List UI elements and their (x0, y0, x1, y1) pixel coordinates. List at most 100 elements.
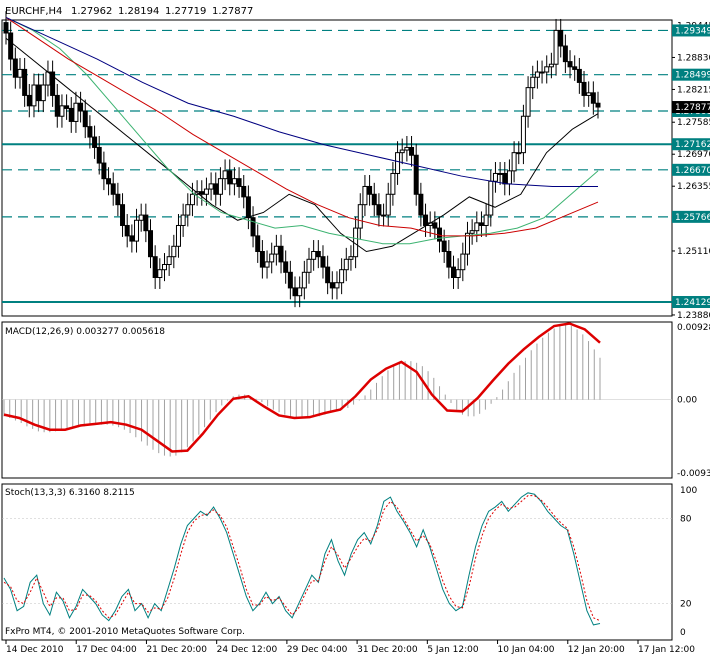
time-axis-label: 31 Dec 20:00 (357, 645, 418, 655)
stochastic-axis-label: 80 (680, 514, 692, 524)
candle-body (78, 102, 84, 112)
price-axis-label: 1.26970 (677, 150, 710, 160)
candle-body (236, 178, 242, 187)
candle-body (488, 180, 494, 216)
candle-body (497, 172, 503, 175)
candle-body (320, 256, 326, 268)
candle-body (381, 214, 387, 217)
candle-body (120, 204, 126, 226)
candle-body (180, 214, 186, 226)
candle-body (525, 87, 531, 117)
level-price-label: 1.26670 (675, 166, 710, 176)
candle-body (68, 107, 74, 122)
candle-body (446, 250, 452, 268)
candle-body (311, 250, 317, 260)
stochastic-axis-label: 100 (680, 486, 697, 496)
candle-body (241, 185, 247, 198)
level-price-tag (672, 296, 710, 309)
candle-body (395, 152, 401, 174)
candle-body (129, 235, 135, 242)
candle-body (101, 162, 107, 180)
candle-body (530, 76, 536, 89)
level-price-tag (672, 210, 710, 223)
open-value: 1.27962 (71, 6, 112, 17)
time-axis-label: 17 Jan 12:00 (638, 645, 695, 655)
time-axis-label: 17 Dec 04:00 (76, 645, 137, 655)
candle-body (339, 269, 345, 284)
current-price-label: 1.27877 (675, 103, 710, 113)
candle-body (26, 94, 32, 107)
candle-body (269, 253, 275, 263)
level-price-tag (672, 163, 710, 176)
time-axis-label: 24 Dec 12:00 (217, 645, 278, 655)
candle-body (586, 92, 592, 96)
stochastic-main-line (3, 492, 601, 626)
candle-body (134, 219, 140, 242)
price-axis-label: 1.26355 (677, 182, 710, 192)
candle-body (576, 68, 582, 83)
candle-body (432, 222, 438, 229)
candle-body (544, 66, 550, 73)
candle-body (87, 126, 93, 138)
candle-body (511, 152, 517, 172)
candle-body (469, 230, 475, 234)
candle-body (3, 22, 9, 34)
candle-body (152, 256, 158, 279)
macd-axis-label: 0.00 (677, 396, 697, 406)
candle-body (199, 191, 205, 195)
candle-body (572, 66, 578, 70)
symbol-title: EURCHF,H4 (5, 6, 62, 17)
candle-body (157, 269, 163, 279)
candle-body (222, 170, 228, 180)
candle-body (213, 183, 219, 195)
price-panel[interactable] (2, 11, 672, 308)
level-price-label: 1.28499 (675, 71, 710, 81)
candle-body (143, 214, 149, 232)
time-axis-label: 14 Dec 2010 (6, 645, 64, 655)
candle-body (148, 230, 154, 258)
candle-body (371, 193, 377, 206)
price-axis-label: 1.28830 (677, 53, 710, 63)
candle-body (334, 282, 340, 289)
candle-body (189, 193, 195, 206)
stochastic-axis-label: 20 (680, 600, 692, 610)
level-price-tag (672, 68, 710, 81)
candle-body (548, 63, 554, 68)
candle-body (409, 146, 415, 156)
macd-panel[interactable] (2, 322, 672, 457)
candle-body (217, 178, 223, 195)
candle-body (287, 271, 293, 289)
candle-body (315, 250, 321, 258)
candle-body (124, 224, 130, 237)
candle-body (460, 253, 466, 271)
candle-body (492, 172, 498, 182)
candle-body (40, 84, 46, 102)
candle-body (562, 45, 568, 63)
candle-body (590, 92, 596, 104)
candle-body (255, 235, 261, 252)
macd-axis-label: -0.009375 (677, 469, 710, 479)
candle-body (385, 193, 391, 216)
candle-body (273, 245, 279, 255)
candle-body (166, 256, 172, 265)
price-axis-label: 1.25110 (677, 247, 710, 257)
candle-body (520, 115, 526, 154)
candle-body (567, 61, 573, 68)
macd-title: MACD(12,26,9) 0.003277 0.005618 (5, 327, 165, 337)
candle-body (59, 105, 65, 117)
stochastic-panel[interactable] (2, 492, 672, 626)
candle-body (306, 258, 312, 273)
candle-body (82, 110, 88, 128)
moving-average-blue (5, 16, 598, 187)
candle-body (110, 183, 116, 195)
candle-body (292, 287, 298, 297)
price-axis-label: 1.23880 (677, 311, 710, 321)
candle-body (441, 240, 447, 252)
candle-body (73, 102, 79, 122)
candle-body (175, 224, 181, 247)
candle-body (376, 204, 382, 216)
candle-body (278, 245, 284, 263)
candle-body (297, 287, 303, 297)
candle-body (399, 149, 405, 154)
